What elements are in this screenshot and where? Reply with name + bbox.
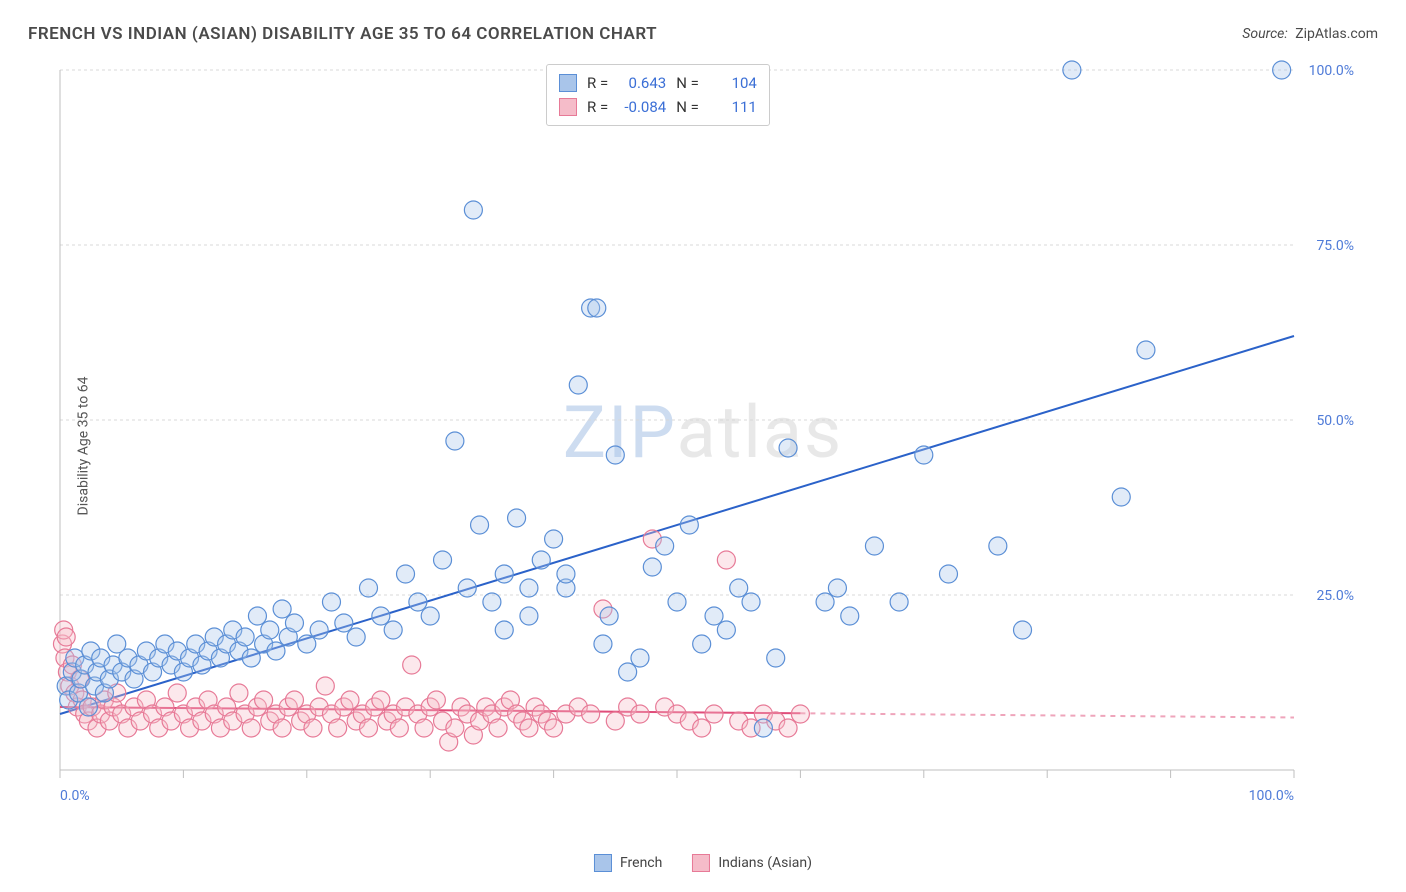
svg-text:50.0%: 50.0% — [1316, 413, 1354, 429]
svg-text:75.0%: 75.0% — [1316, 238, 1354, 254]
stat-n-val-french: 104 — [709, 71, 757, 95]
source-label: Source: — [1242, 26, 1287, 42]
swatch-indian — [559, 98, 577, 116]
legend-item-french: French — [594, 854, 662, 872]
source-value: ZipAtlas.com — [1295, 26, 1378, 42]
stat-r-val-french: 0.643 — [618, 71, 666, 95]
bottom-legend: French Indians (Asian) — [594, 854, 812, 872]
svg-text:100.0%: 100.0% — [1249, 788, 1294, 804]
svg-text:25.0%: 25.0% — [1316, 588, 1354, 604]
chart-svg: 0.0% 100.0% 25.0% 50.0% 75.0% 100.0% — [50, 60, 1374, 820]
swatch-french — [559, 74, 577, 92]
stat-r-key: R = — [587, 95, 608, 119]
legend-item-indian: Indians (Asian) — [692, 854, 812, 872]
legend-label-french: French — [620, 855, 662, 871]
source-attribution: Source: ZipAtlas.com — [1242, 26, 1378, 42]
legend-swatch-indian — [692, 854, 710, 872]
stat-n-val-indian: 111 — [709, 95, 757, 119]
plot-area: 0.0% 100.0% 25.0% 50.0% 75.0% 100.0% — [50, 60, 1374, 820]
svg-text:0.0%: 0.0% — [60, 788, 90, 804]
stat-r-key: R = — [587, 71, 608, 95]
legend-swatch-french — [594, 854, 612, 872]
svg-text:100.0%: 100.0% — [1309, 63, 1354, 79]
chart-title: FRENCH VS INDIAN (ASIAN) DISABILITY AGE … — [28, 24, 657, 44]
stat-n-key: N = — [676, 95, 699, 119]
stats-row-indian: R = -0.084 N = 111 — [559, 95, 757, 119]
stats-legend-box: R = 0.643 N = 104 R = -0.084 N = 111 — [546, 64, 770, 126]
stat-n-key: N = — [676, 71, 699, 95]
stat-r-val-indian: -0.084 — [618, 95, 666, 119]
stats-row-french: R = 0.643 N = 104 — [559, 71, 757, 95]
legend-label-indian: Indians (Asian) — [718, 855, 812, 871]
